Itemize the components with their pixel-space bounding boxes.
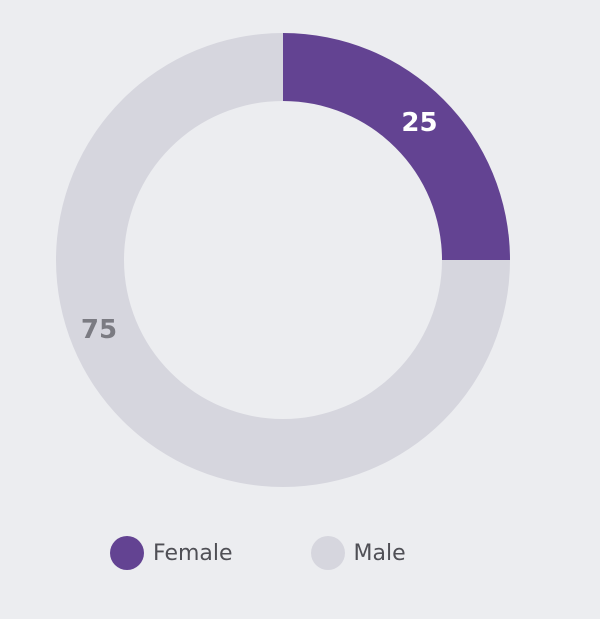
legend-label-male: Male [353,540,406,566]
legend-swatch-male [310,536,345,570]
donut-slices [56,33,510,487]
data-label-male: 75 [81,315,117,345]
legend-label-female: Female [153,540,233,566]
donut-chart-svg: 25 75 [56,33,510,487]
donut-slice-male[interactable] [56,33,510,487]
data-label-female: 25 [401,108,437,138]
legend-swatch-female [110,536,144,570]
chart-legend: Female Male [110,536,484,570]
donut-slice-labels: 25 75 [81,108,438,345]
donut-slice-female[interactable] [283,33,510,260]
legend-item-female[interactable]: Female [110,536,233,570]
legend-item-male[interactable]: Male [310,536,406,570]
